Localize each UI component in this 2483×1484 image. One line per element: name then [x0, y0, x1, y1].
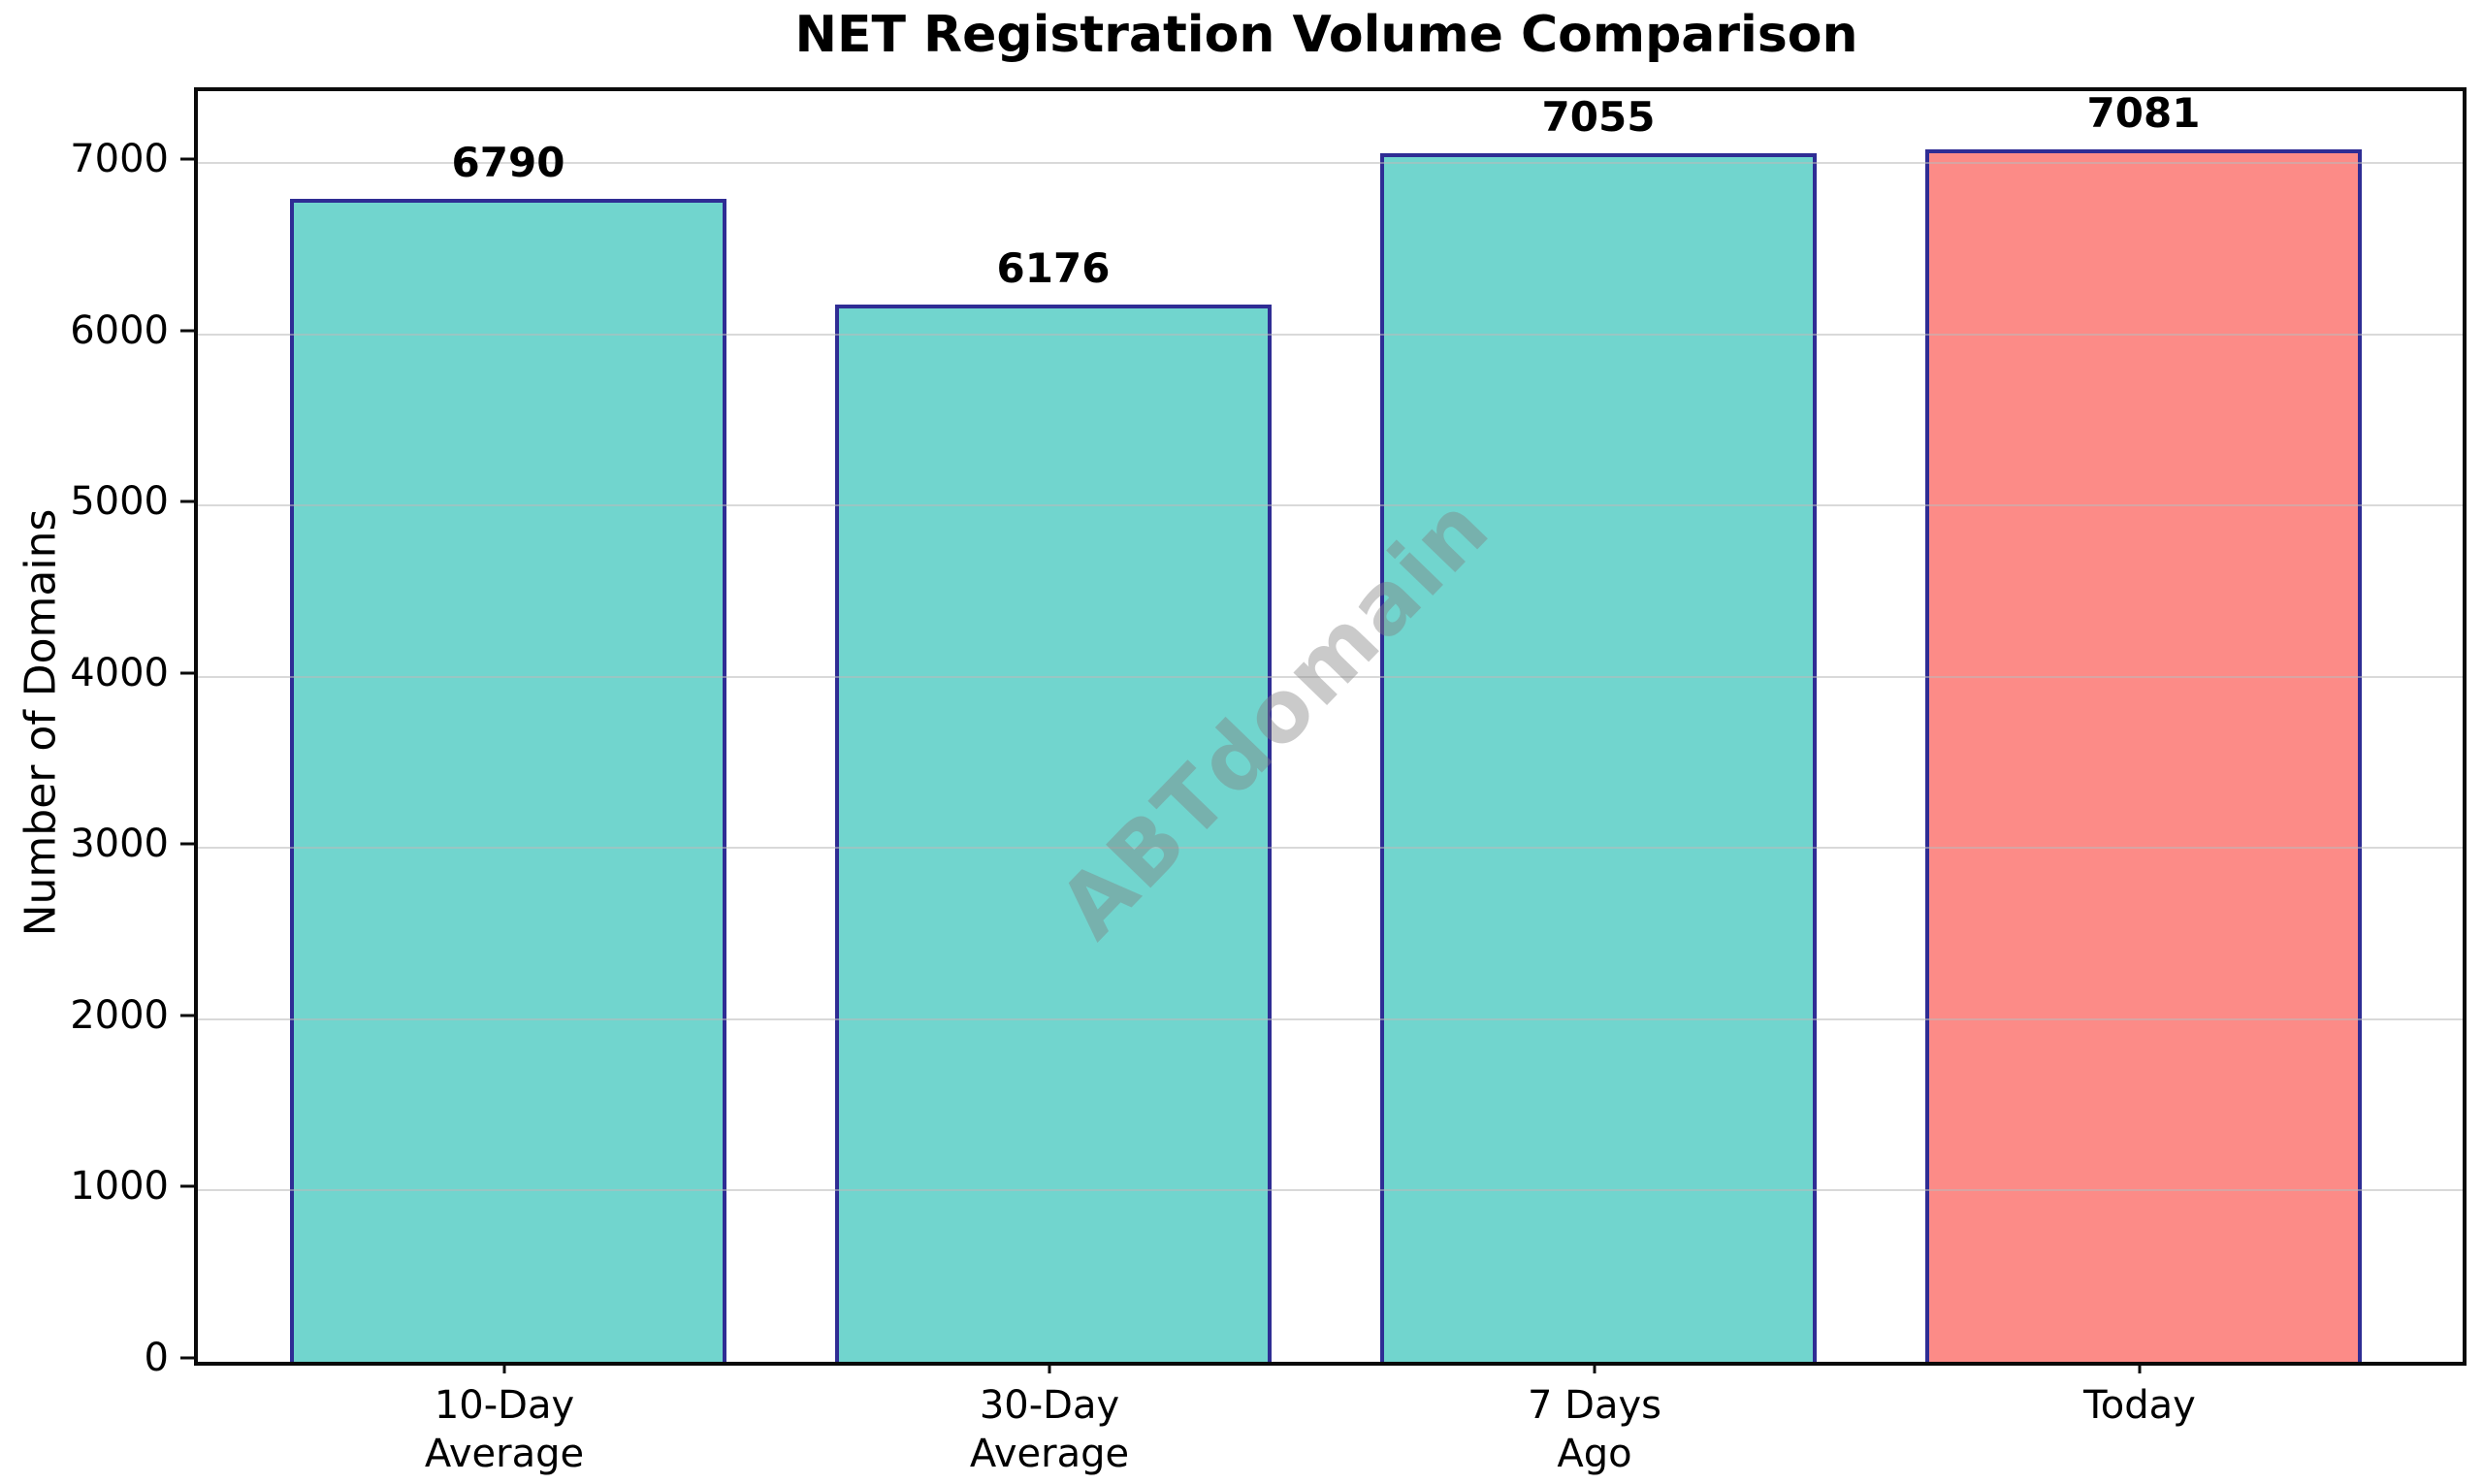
y-tick-mark-2000 — [180, 1014, 194, 1017]
bar-value-label-10-day-average: 6790 — [451, 139, 565, 186]
y-tick-label-0: 0 — [144, 1336, 169, 1380]
y-tick-label-4000: 4000 — [70, 650, 169, 695]
bar-30-day-average — [835, 305, 1272, 1362]
x-tick-mark-30-day-average — [1048, 1359, 1051, 1373]
y-tick-mark-5000 — [180, 500, 194, 503]
x-tick-mark-today — [2138, 1359, 2142, 1373]
gridline-y-5000 — [198, 504, 2463, 507]
bar-value-label-7-days-ago: 7055 — [1541, 93, 1656, 141]
x-tick-label-line: 30-Day — [979, 1383, 1120, 1428]
y-tick-mark-0 — [180, 1356, 194, 1360]
x-tick-mark-7-days-ago — [1593, 1359, 1596, 1373]
x-tick-mark-10-day-average — [502, 1359, 506, 1373]
y-tick-label-3000: 3000 — [70, 822, 169, 867]
y-tick-mark-1000 — [180, 1184, 194, 1188]
y-tick-mark-6000 — [180, 329, 194, 333]
y-tick-label-2000: 2000 — [70, 992, 169, 1038]
bar-value-label-today: 7081 — [2086, 89, 2201, 137]
bar-value-label-30-day-average: 6176 — [996, 244, 1111, 292]
y-tick-label-6000: 6000 — [70, 307, 169, 353]
bar-7-days-ago — [1380, 153, 1817, 1362]
x-tick-label-line: Average — [424, 1432, 585, 1476]
gridline-y-3000 — [198, 847, 2463, 850]
y-tick-label-1000: 1000 — [70, 1164, 169, 1210]
gridline-y-4000 — [198, 675, 2463, 678]
y-tick-label-5000: 5000 — [70, 479, 169, 525]
plot-area: ABTdomain 6790 6176 7055 7081 — [194, 87, 2467, 1366]
gridline-y-1000 — [198, 1189, 2463, 1192]
chart-title: NET Registration Volume Comparison — [794, 6, 1858, 64]
y-tick-mark-4000 — [180, 671, 194, 675]
x-tick-label-line: Ago — [1557, 1432, 1632, 1476]
gridline-y-6000 — [198, 333, 2463, 336]
bar-10-day-average — [290, 199, 726, 1362]
y-axis-label: Number of Domains — [16, 508, 66, 937]
y-tick-mark-3000 — [180, 842, 194, 846]
x-tick-label-line: 7 Days — [1528, 1383, 1661, 1428]
x-tick-label-10-day-average: 10-Day Average — [281, 1381, 727, 1478]
x-tick-label-line: Today — [2083, 1383, 2196, 1428]
y-tick-label-7000: 7000 — [70, 137, 169, 182]
x-tick-label-7-days-ago: 7 Days Ago — [1371, 1381, 1818, 1478]
bar-today — [1925, 149, 2362, 1362]
gridline-y-2000 — [198, 1017, 2463, 1020]
x-tick-label-30-day-average: 30-Day Average — [826, 1381, 1273, 1478]
gridline-y-7000 — [198, 162, 2463, 165]
y-tick-mark-7000 — [180, 157, 194, 161]
x-tick-label-line: Average — [969, 1432, 1130, 1476]
x-tick-label-today: Today — [1917, 1381, 2363, 1430]
x-tick-label-line: 10-Day — [434, 1383, 575, 1428]
